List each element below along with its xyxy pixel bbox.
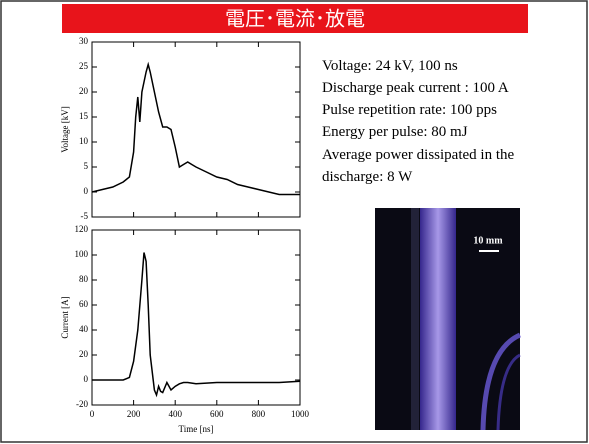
electrode-arc [480, 332, 522, 431]
info-line: Discharge peak current : 100 A [322, 80, 509, 96]
y-tick-label: 0 [84, 186, 89, 196]
discharge-column [420, 208, 456, 430]
info-line: Pulse repetition rate: 100 pps [322, 102, 497, 118]
tube-edge [411, 208, 419, 430]
x-tick-label: 400 [168, 409, 182, 419]
plot-frame [91, 41, 301, 218]
y-tick-label: 5 [84, 161, 89, 171]
plot-frame [91, 229, 301, 406]
y-tick-label: -20 [76, 399, 88, 409]
y-tick-label: 80 [79, 274, 89, 284]
y-tick-label: 0 [84, 374, 89, 384]
y-tick-label: 20 [79, 86, 89, 96]
slide-title: 電圧･電流･放電 [225, 7, 365, 31]
y-tick-label: -5 [81, 211, 89, 221]
info-line: Energy per pulse: 80 mJ [322, 124, 468, 140]
x-tick-label: 200 [127, 409, 141, 419]
y-tick-label: 25 [79, 61, 89, 71]
info: Voltage: 24 kV, 100 ns Discharge peak cu… [322, 58, 515, 185]
y-tick-label: 100 [75, 249, 89, 259]
y-axis-label: Current [A] [60, 296, 70, 338]
x-tick-label: 1000 [291, 409, 310, 419]
photo: 10 mm [375, 208, 522, 431]
y-tick-label: 30 [79, 36, 89, 46]
y-axis-label: Voltage [kV] [60, 106, 70, 153]
y-tick-label: 20 [79, 349, 89, 359]
y-tick-label: 60 [79, 299, 89, 309]
y-tick-label: 40 [79, 324, 89, 334]
x-tick-label: 600 [210, 409, 224, 419]
scale-label: 10 mm [473, 235, 503, 246]
info-line: discharge: 8 W [322, 169, 413, 185]
x-tick-label: 0 [90, 409, 95, 419]
data-line [91, 61, 300, 196]
data-line [92, 252, 301, 398]
electrode-arc [496, 353, 521, 431]
y-tick-label: 10 [79, 136, 89, 146]
info-line: Voltage: 24 kV, 100 ns [322, 58, 458, 74]
y-tick-label: 120 [75, 224, 89, 234]
x-tick-label: 800 [252, 409, 266, 419]
title-bar [62, 4, 528, 33]
info-line: Average power dissipated in the [322, 147, 515, 163]
x-axis-label: Time [ns] [179, 424, 214, 434]
y-tick-label: 15 [79, 111, 89, 121]
